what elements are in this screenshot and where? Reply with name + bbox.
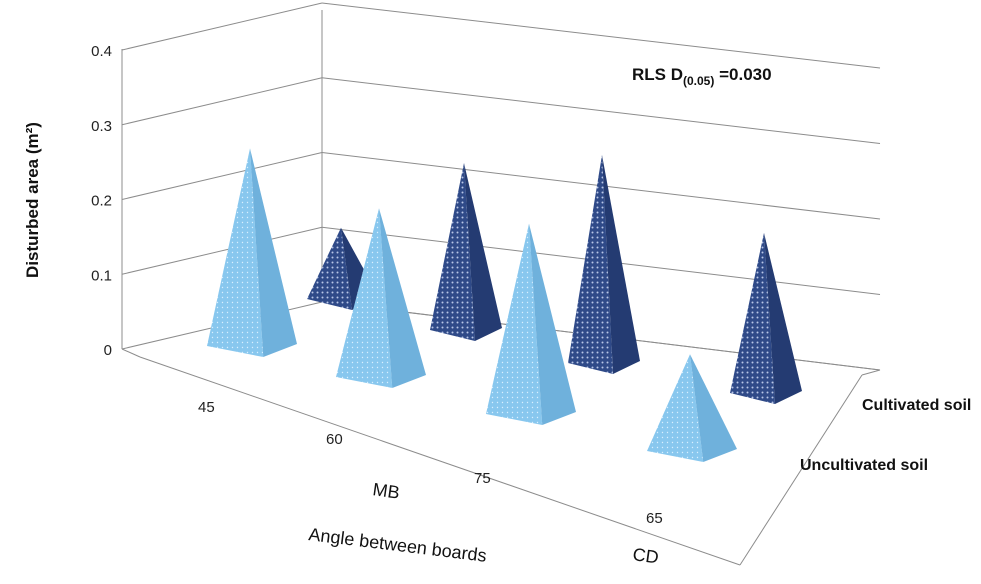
rls-annotation: RLS D(0.05) =0.030 bbox=[632, 65, 772, 88]
pyramid-cultivated-60-side-face bbox=[464, 163, 502, 341]
pyramid-uncultivated-45 bbox=[207, 148, 297, 357]
x-tick-label-60: 60 bbox=[326, 431, 343, 448]
series-label-uncultivated: Uncultivated soil bbox=[800, 457, 928, 474]
side-gridline bbox=[121, 226, 323, 275]
x-tick-label-75: 75 bbox=[474, 470, 491, 487]
pyramid-cultivated-65 bbox=[730, 232, 802, 404]
floor-right-cap bbox=[861, 369, 881, 376]
x-axis-title: Angle between boards bbox=[308, 524, 488, 566]
x-tick-label-45: 45 bbox=[198, 399, 215, 416]
y-tick-labels: 0 0.1 0.2 0.3 0.4 bbox=[91, 43, 112, 359]
side-gridline bbox=[121, 2, 323, 51]
pyramid-cultivated-60-front-face bbox=[430, 163, 475, 341]
pyramid-cultivated-75-side-face bbox=[602, 154, 640, 374]
rls-suffix: =0.030 bbox=[714, 65, 771, 84]
y-tick-label: 0.2 bbox=[91, 193, 112, 210]
pyramid-uncultivated-65-front-face bbox=[647, 354, 704, 462]
pyramid-cultivated-75 bbox=[568, 154, 640, 374]
pyramid-uncultivated-45-side-face bbox=[250, 148, 297, 357]
pyramid-uncultivated-75 bbox=[486, 223, 576, 425]
x-tick-label-65: 65 bbox=[646, 510, 663, 527]
pyramid-cultivated-60 bbox=[430, 163, 502, 341]
pyramid-uncultivated-75-front-face bbox=[486, 223, 543, 425]
group-label-mb: MB bbox=[371, 479, 401, 503]
back-gridline bbox=[321, 77, 881, 144]
floor-left-edge bbox=[121, 348, 141, 358]
pyramid-uncultivated-60-side-face bbox=[379, 208, 426, 388]
pyramid-uncultivated-75-side-face bbox=[529, 223, 576, 425]
group-label-cd: CD bbox=[631, 544, 660, 567]
floor-right-edge bbox=[739, 374, 863, 566]
pyramid-uncultivated-60-front-face bbox=[336, 208, 393, 388]
y-tick-label: 0 bbox=[104, 342, 112, 359]
pyramid-uncultivated-65 bbox=[647, 354, 737, 462]
y-tick-label: 0.4 bbox=[91, 43, 112, 60]
y-axis-title: Disturbed area (m²) bbox=[23, 122, 42, 278]
side-gridline bbox=[121, 77, 323, 126]
pyramid-uncultivated-60 bbox=[336, 208, 426, 388]
pyramid-uncultivated-65-side-face bbox=[690, 354, 737, 462]
y-tick-label: 0.3 bbox=[91, 118, 112, 135]
pyramid-cultivated-65-side-face bbox=[764, 232, 802, 404]
back-gridline bbox=[321, 2, 881, 69]
pyramid-layer bbox=[207, 148, 802, 462]
pyramid-cultivated-45-front-face bbox=[307, 227, 352, 310]
y-tick-label: 0.1 bbox=[91, 267, 112, 284]
pyramid-uncultivated-45-front-face bbox=[207, 148, 264, 357]
rls-subscript: (0.05) bbox=[683, 74, 714, 88]
series-label-cultivated: Cultivated soil bbox=[862, 397, 971, 414]
pyramid-cultivated-75-front-face bbox=[568, 154, 613, 374]
pyramid-cultivated-65-front-face bbox=[730, 232, 775, 404]
rls-prefix: RLS D bbox=[632, 65, 683, 84]
side-gridline bbox=[121, 152, 323, 200]
floor-front-edge bbox=[139, 356, 741, 566]
